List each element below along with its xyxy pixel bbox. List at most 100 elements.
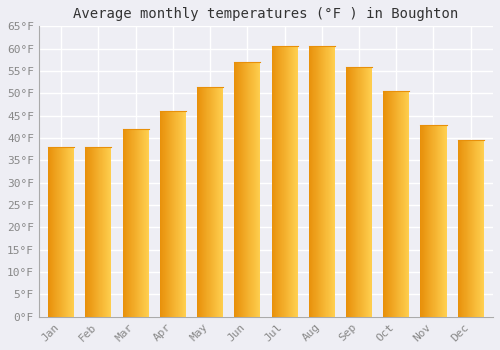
- Bar: [351, 66, 352, 317]
- Bar: [132, 129, 133, 317]
- Bar: [201, 86, 202, 317]
- Bar: [198, 86, 199, 317]
- Bar: [354, 66, 355, 317]
- Bar: [62, 147, 63, 317]
- Bar: [363, 66, 364, 317]
- Bar: [142, 129, 143, 317]
- Bar: [442, 125, 443, 317]
- Bar: [240, 62, 241, 317]
- Bar: [322, 47, 323, 317]
- Bar: [87, 147, 88, 317]
- Bar: [165, 111, 166, 317]
- Bar: [134, 129, 135, 317]
- Bar: [479, 140, 480, 317]
- Bar: [371, 66, 372, 317]
- Bar: [123, 129, 124, 317]
- Bar: [434, 125, 435, 317]
- Bar: [175, 111, 176, 317]
- Bar: [143, 129, 144, 317]
- Bar: [467, 140, 468, 317]
- Bar: [214, 86, 215, 317]
- Bar: [210, 86, 211, 317]
- Bar: [424, 125, 425, 317]
- Bar: [320, 47, 322, 317]
- Bar: [405, 91, 406, 317]
- Bar: [166, 111, 167, 317]
- Bar: [206, 86, 207, 317]
- Bar: [249, 62, 250, 317]
- Bar: [238, 62, 239, 317]
- Bar: [91, 147, 92, 317]
- Bar: [253, 62, 254, 317]
- Bar: [357, 66, 358, 317]
- Bar: [438, 125, 439, 317]
- Bar: [396, 91, 397, 317]
- Bar: [168, 111, 169, 317]
- Bar: [469, 140, 470, 317]
- Bar: [314, 47, 315, 317]
- Bar: [184, 111, 185, 317]
- Bar: [295, 47, 296, 317]
- Bar: [461, 140, 462, 317]
- Bar: [333, 47, 334, 317]
- Bar: [476, 140, 477, 317]
- Bar: [420, 125, 421, 317]
- Bar: [52, 147, 53, 317]
- Bar: [425, 125, 426, 317]
- Bar: [111, 147, 112, 317]
- Bar: [208, 86, 209, 317]
- Bar: [243, 62, 244, 317]
- Bar: [250, 62, 251, 317]
- Bar: [131, 129, 132, 317]
- Bar: [283, 47, 284, 317]
- Bar: [51, 147, 52, 317]
- Bar: [130, 129, 131, 317]
- Bar: [435, 125, 436, 317]
- Bar: [475, 140, 476, 317]
- Bar: [221, 86, 222, 317]
- Bar: [409, 91, 410, 317]
- Bar: [68, 147, 69, 317]
- Bar: [276, 47, 277, 317]
- Bar: [441, 125, 442, 317]
- Bar: [458, 140, 459, 317]
- Bar: [251, 62, 252, 317]
- Bar: [279, 47, 280, 317]
- Bar: [352, 66, 353, 317]
- Bar: [164, 111, 165, 317]
- Bar: [403, 91, 404, 317]
- Bar: [128, 129, 129, 317]
- Bar: [323, 47, 324, 317]
- Bar: [137, 129, 138, 317]
- Bar: [389, 91, 390, 317]
- Bar: [313, 47, 314, 317]
- Bar: [160, 111, 161, 317]
- Bar: [129, 129, 130, 317]
- Bar: [386, 91, 387, 317]
- Bar: [285, 47, 286, 317]
- Bar: [482, 140, 483, 317]
- Bar: [318, 47, 319, 317]
- Bar: [274, 47, 275, 317]
- Bar: [385, 91, 386, 317]
- Bar: [431, 125, 432, 317]
- Bar: [237, 62, 238, 317]
- Bar: [316, 47, 317, 317]
- Bar: [436, 125, 437, 317]
- Bar: [326, 47, 327, 317]
- Bar: [67, 147, 68, 317]
- Bar: [329, 47, 330, 317]
- Bar: [125, 129, 126, 317]
- Bar: [109, 147, 110, 317]
- Bar: [72, 147, 73, 317]
- Bar: [247, 62, 248, 317]
- Bar: [478, 140, 479, 317]
- Bar: [133, 129, 134, 317]
- Bar: [55, 147, 56, 317]
- Bar: [328, 47, 329, 317]
- Bar: [398, 91, 399, 317]
- Bar: [459, 140, 460, 317]
- Bar: [69, 147, 70, 317]
- Bar: [180, 111, 181, 317]
- Bar: [293, 47, 294, 317]
